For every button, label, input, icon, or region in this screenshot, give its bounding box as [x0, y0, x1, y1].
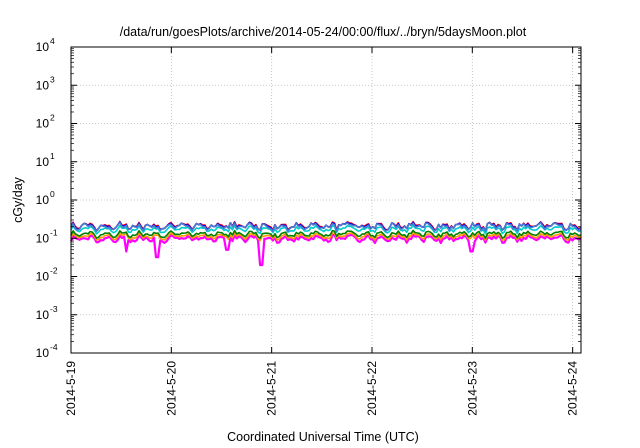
y-tick-label: 10 — [36, 308, 50, 322]
y-tick-label: 10 — [36, 78, 50, 92]
y-tick-label: 10 — [36, 155, 50, 169]
series-line — [69, 233, 582, 267]
series-line — [70, 232, 582, 242]
y-tick-exponent: 0 — [50, 189, 55, 199]
x-tick-label: 2014-5-21 — [265, 361, 279, 416]
x-tick-label: 2014-5-23 — [465, 361, 479, 416]
grid — [71, 47, 581, 353]
y-tick-exponent: -1 — [50, 227, 58, 237]
y-tick-label: 10 — [36, 270, 50, 284]
series-layer — [69, 220, 582, 267]
y-tick-exponent: 1 — [50, 151, 55, 161]
chart-title: /data/run/goesPlots/archive/2014-05-24/0… — [120, 25, 527, 39]
y-tick-exponent: 4 — [50, 36, 55, 46]
x-tick-label: 2014-5-20 — [164, 361, 178, 416]
y-tick-exponent: 2 — [50, 113, 55, 123]
y-tick-label: 10 — [36, 117, 50, 131]
x-axis: 2014-5-19 2014-5-20 2014-5-21 2014-5-22 2014… — [64, 47, 580, 416]
y-tick-label: 10 — [36, 40, 50, 54]
series-line — [70, 229, 582, 240]
series-line — [70, 221, 582, 233]
x-tick-label: 2014-5-19 — [64, 361, 78, 416]
x-tick-label: 2014-5-22 — [365, 361, 379, 416]
y-tick-exponent: -2 — [50, 266, 58, 276]
y-tick-exponent: -3 — [50, 304, 58, 314]
y-tick-exponent: -4 — [50, 342, 58, 352]
x-axis-label: Coordinated Universal Time (UTC) — [227, 430, 419, 444]
y-tick-label: 10 — [36, 193, 50, 207]
y-tick-label: 10 — [36, 231, 50, 245]
y-axis-label: cGy/day — [11, 176, 25, 223]
x-tick-label: 2014-5-24 — [566, 361, 580, 416]
y-tick-exponent: 3 — [50, 74, 55, 84]
y-tick-label: 10 — [36, 346, 50, 360]
